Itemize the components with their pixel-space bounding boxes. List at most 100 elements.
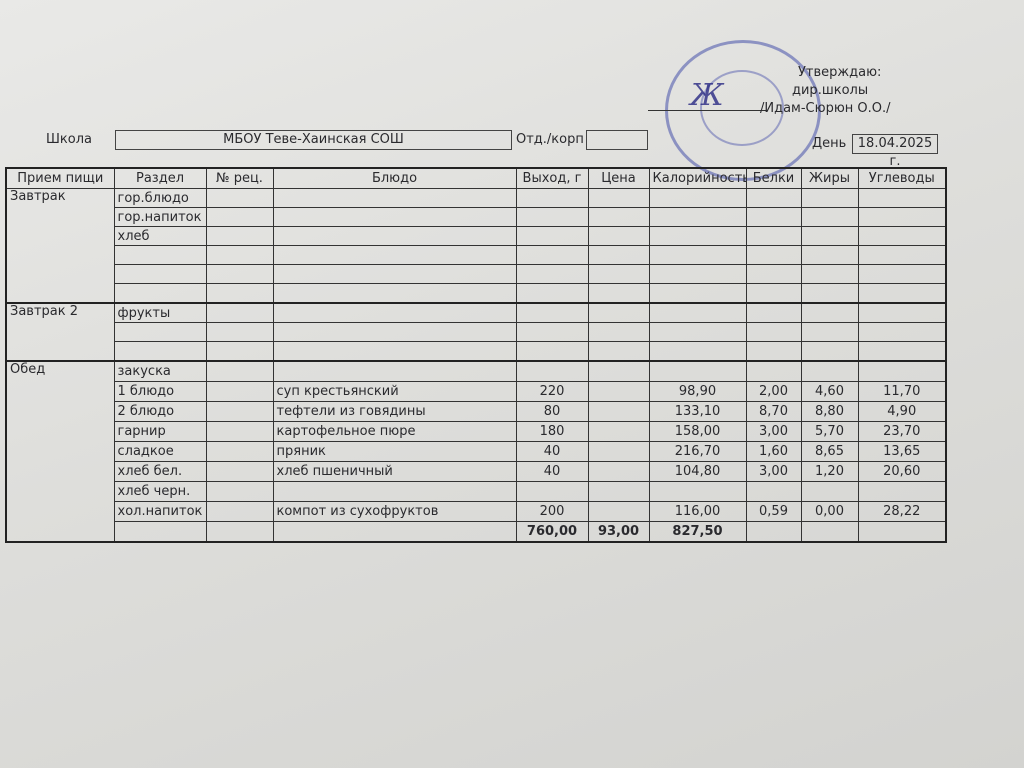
table-row: хлеб черн.: [6, 481, 947, 502]
protein-cell: [745, 341, 802, 362]
table-row: хлеб бел. хлеб пшеничный 40 104,80 3,00 1,20 2…: [6, 461, 947, 482]
section-cell: [113, 322, 207, 342]
fat-cell: [800, 283, 859, 304]
approval-line1: Утверждаю:: [798, 65, 882, 80]
section-cell: [113, 245, 207, 265]
total-yield: 760,00: [515, 521, 589, 543]
protein-cell: [745, 283, 802, 304]
section-cell: хлеб: [113, 226, 207, 246]
section-cell: фрукты: [113, 302, 207, 323]
school-label: Школа: [46, 132, 92, 147]
column-header: Прием пищи: [5, 167, 115, 189]
yield-cell: [515, 207, 589, 227]
dish-cell: [272, 188, 517, 208]
dish-cell: [272, 341, 517, 362]
carbs-cell: [857, 322, 947, 342]
section-cell: гор.блюдо: [113, 188, 207, 208]
recipe-cell: [205, 481, 274, 502]
price-cell: [587, 341, 650, 362]
fat-cell: [800, 207, 859, 227]
table-row: [6, 264, 947, 284]
price-cell: [587, 401, 650, 422]
recipe-cell: [205, 461, 274, 482]
carbs-cell: 4,90: [857, 401, 947, 422]
price-cell: [587, 441, 650, 462]
fat-cell: [800, 188, 859, 208]
signature-line: [648, 110, 766, 111]
stamp-inner-ring: [700, 70, 784, 146]
column-header: Белки: [745, 167, 802, 189]
yield-cell: 40: [515, 461, 589, 482]
price-cell: [587, 283, 650, 304]
protein-cell: 3,00: [745, 461, 802, 482]
day-field: 18.04.2025 г.: [852, 134, 938, 169]
kcal-cell: [648, 226, 747, 246]
section-cell: 1 блюдо: [113, 381, 207, 402]
dish-cell: [272, 322, 517, 342]
recipe-cell: [205, 381, 274, 402]
meal-name: Обед: [5, 360, 115, 543]
carbs-cell: 28,22: [857, 501, 947, 522]
protein-cell: 8,70: [745, 401, 802, 422]
carbs-cell: 20,60: [857, 461, 947, 482]
kcal-cell: 158,00: [648, 421, 747, 442]
carbs-cell: [857, 302, 947, 323]
dish-cell: пряник: [272, 441, 517, 462]
recipe-cell: [205, 283, 274, 304]
column-header: Жиры: [800, 167, 859, 189]
kcal-cell: 116,00: [648, 501, 747, 522]
column-header: Выход, г: [515, 167, 589, 189]
empty-cell: [205, 521, 274, 543]
price-cell: [587, 226, 650, 246]
table-row: 1 блюдо суп крестьянский 220 98,90 2,00 4,60 1…: [6, 381, 947, 402]
column-header: Калорийность: [648, 167, 747, 189]
dish-cell: [272, 264, 517, 284]
yield-cell: [515, 264, 589, 284]
carbs-cell: [857, 360, 947, 382]
fat-cell: [800, 360, 859, 382]
table-row: [6, 322, 947, 342]
yield-cell: [515, 360, 589, 382]
signature: Ж: [690, 78, 724, 113]
dish-cell: хлеб пшеничный: [272, 461, 517, 482]
column-header: Блюдо: [272, 167, 517, 189]
fat-cell: [800, 302, 859, 323]
table-row: гарнир картофельное пюре 180 158,00 3,00 5,70…: [6, 421, 947, 442]
yield-cell: [515, 302, 589, 323]
column-header: Углеводы: [857, 167, 947, 189]
carbs-cell: 11,70: [857, 381, 947, 402]
fat-cell: [800, 226, 859, 246]
total-kcal: 827,50: [648, 521, 747, 543]
kcal-cell: [648, 481, 747, 502]
recipe-cell: [205, 441, 274, 462]
table-row: Обед закуска: [5, 360, 947, 543]
section-cell: [113, 264, 207, 284]
price-cell: [587, 501, 650, 522]
price-cell: [587, 360, 650, 382]
fat-cell: 8,65: [800, 441, 859, 462]
dish-cell: [272, 481, 517, 502]
protein-cell: [745, 481, 802, 502]
price-cell: [587, 207, 650, 227]
section-cell: гор.напиток: [113, 207, 207, 227]
protein-cell: 3,00: [745, 421, 802, 442]
section-cell: хол.напиток: [113, 501, 207, 522]
section-cell: сладкое: [113, 441, 207, 462]
empty-cell: [113, 521, 207, 543]
approval-line3: /Идам-Сюрюн О.О./: [760, 101, 891, 116]
carbs-cell: 13,65: [857, 441, 947, 462]
dept-field: [586, 130, 648, 150]
price-cell: [587, 481, 650, 502]
total-price: 93,00: [587, 521, 650, 543]
section-cell: хлеб бел.: [113, 461, 207, 482]
fat-cell: [800, 322, 859, 342]
table-row: Завтрак гор.блюдо: [5, 188, 947, 304]
kcal-cell: 104,80: [648, 461, 747, 482]
table-row: [6, 341, 947, 362]
dish-cell: [272, 245, 517, 265]
dish-cell: [272, 302, 517, 323]
empty-cell: [800, 521, 859, 543]
price-cell: [587, 188, 650, 208]
section-cell: 2 блюдо: [113, 401, 207, 422]
kcal-cell: [648, 245, 747, 265]
